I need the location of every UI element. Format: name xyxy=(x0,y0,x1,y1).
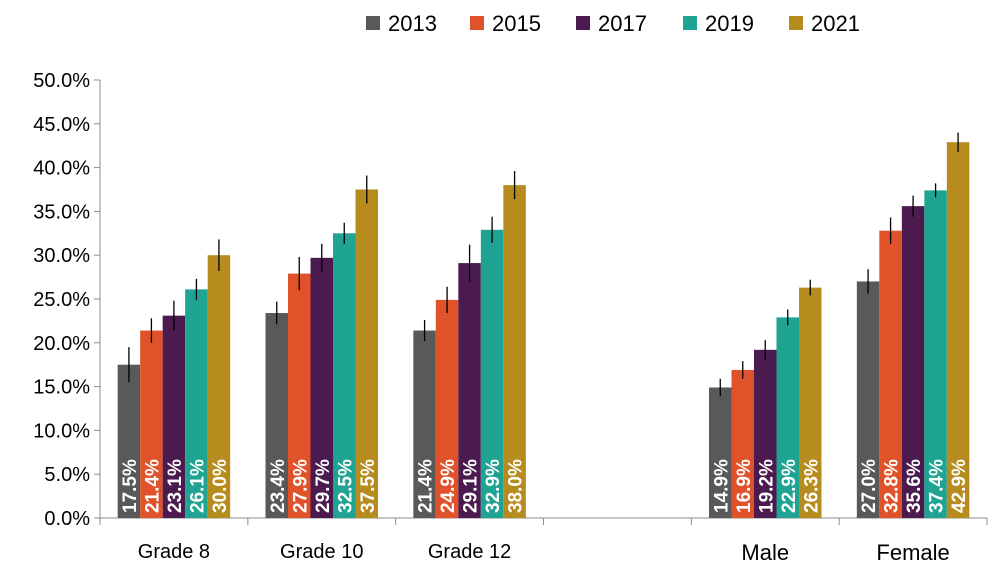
bar xyxy=(265,313,288,518)
data-label: 21.4% xyxy=(416,459,437,513)
legend-swatch xyxy=(470,16,484,30)
legend-swatch xyxy=(789,16,803,30)
bar xyxy=(117,364,141,518)
y-tick-label: 50.0% xyxy=(33,70,90,92)
bar xyxy=(776,317,799,518)
y-axis: 0.0% 5.0% 10.0% 15.0% 20.0% 25.0% 30.0% 35.0% 40… xyxy=(33,70,101,530)
data-label: 22.9% xyxy=(779,459,800,513)
bar xyxy=(310,257,333,518)
legend-label: 2017 xyxy=(598,11,647,36)
data-label: 27.9% xyxy=(290,459,311,513)
bar xyxy=(799,287,822,518)
bar xyxy=(458,263,481,518)
bar xyxy=(140,330,163,518)
data-label: 32.5% xyxy=(335,459,356,513)
data-label: 30.0% xyxy=(210,459,231,513)
y-tick-label: 20.0% xyxy=(33,333,90,355)
legend-label: 2019 xyxy=(705,11,754,36)
data-label: 23.1% xyxy=(165,459,186,513)
data-label: 19.2% xyxy=(756,459,777,513)
bar xyxy=(731,369,754,518)
data-label: 32.9% xyxy=(483,459,504,513)
data-label: 29.7% xyxy=(313,459,334,513)
bar xyxy=(162,315,186,518)
bar xyxy=(288,273,311,518)
y-tick-label: 30.0% xyxy=(33,245,90,267)
x-tick-label: Grade 12 xyxy=(428,541,511,563)
x-axis: Grade 8 Grade 10 Grade 12 Male Female xyxy=(99,517,988,565)
x-tick-label: Male xyxy=(741,540,789,565)
legend: 2013 2015 2017 2019 2021 xyxy=(366,11,860,36)
data-label: 27.0% xyxy=(859,459,880,513)
x-tick-label: Female xyxy=(876,540,949,565)
bar xyxy=(355,189,378,518)
bar xyxy=(435,299,459,518)
bar xyxy=(503,185,526,518)
data-label: 32.8% xyxy=(882,459,903,513)
legend-label: 2013 xyxy=(388,11,437,36)
y-tick-label: 35.0% xyxy=(33,201,90,223)
y-tick-label: 0.0% xyxy=(44,508,90,530)
data-label: 37.4% xyxy=(927,459,948,513)
bar xyxy=(946,142,970,519)
x-tick-label: Grade 10 xyxy=(280,541,363,563)
legend-label: 2015 xyxy=(492,11,541,36)
legend-swatch xyxy=(366,16,380,30)
bar xyxy=(185,289,208,518)
data-label: 24.9% xyxy=(438,459,459,513)
bar xyxy=(413,330,436,518)
data-label: 26.1% xyxy=(187,459,208,513)
legend-swatch xyxy=(683,16,697,30)
data-label: 29.1% xyxy=(461,459,482,513)
y-tick-label: 5.0% xyxy=(44,464,90,486)
data-label: 35.6% xyxy=(904,459,925,513)
bar xyxy=(754,349,777,518)
data-label: 17.5% xyxy=(120,459,141,513)
bar xyxy=(480,229,504,518)
bar xyxy=(924,190,947,518)
x-tick-label: Grade 8 xyxy=(138,541,210,563)
y-tick-label: 45.0% xyxy=(33,114,90,136)
bars xyxy=(117,142,970,519)
data-label: 38.0% xyxy=(506,459,527,513)
data-label: 23.4% xyxy=(268,459,289,513)
error-bars xyxy=(128,132,959,397)
bar xyxy=(856,281,880,518)
bar xyxy=(207,255,231,518)
data-label: 21.4% xyxy=(142,459,163,513)
y-tick-label: 10.0% xyxy=(33,420,90,442)
data-label: 37.5% xyxy=(358,459,379,513)
data-label: 42.9% xyxy=(949,459,970,513)
bar xyxy=(879,230,902,518)
data-labels: 17.5% 23.4% 21.4% 14.9% 27.0% 21.4% 27.9% 24.9%… xyxy=(120,459,970,513)
data-label: 14.9% xyxy=(711,459,732,513)
y-tick-label: 15.0% xyxy=(33,377,90,399)
y-tick-label: 25.0% xyxy=(33,289,90,311)
data-label: 16.9% xyxy=(734,459,755,513)
y-tick-label: 40.0% xyxy=(33,158,90,180)
bar xyxy=(901,206,925,519)
data-label: 26.3% xyxy=(801,459,822,513)
bar xyxy=(709,387,732,518)
legend-swatch xyxy=(576,16,590,30)
bar xyxy=(333,233,356,519)
legend-label: 2021 xyxy=(811,11,860,36)
